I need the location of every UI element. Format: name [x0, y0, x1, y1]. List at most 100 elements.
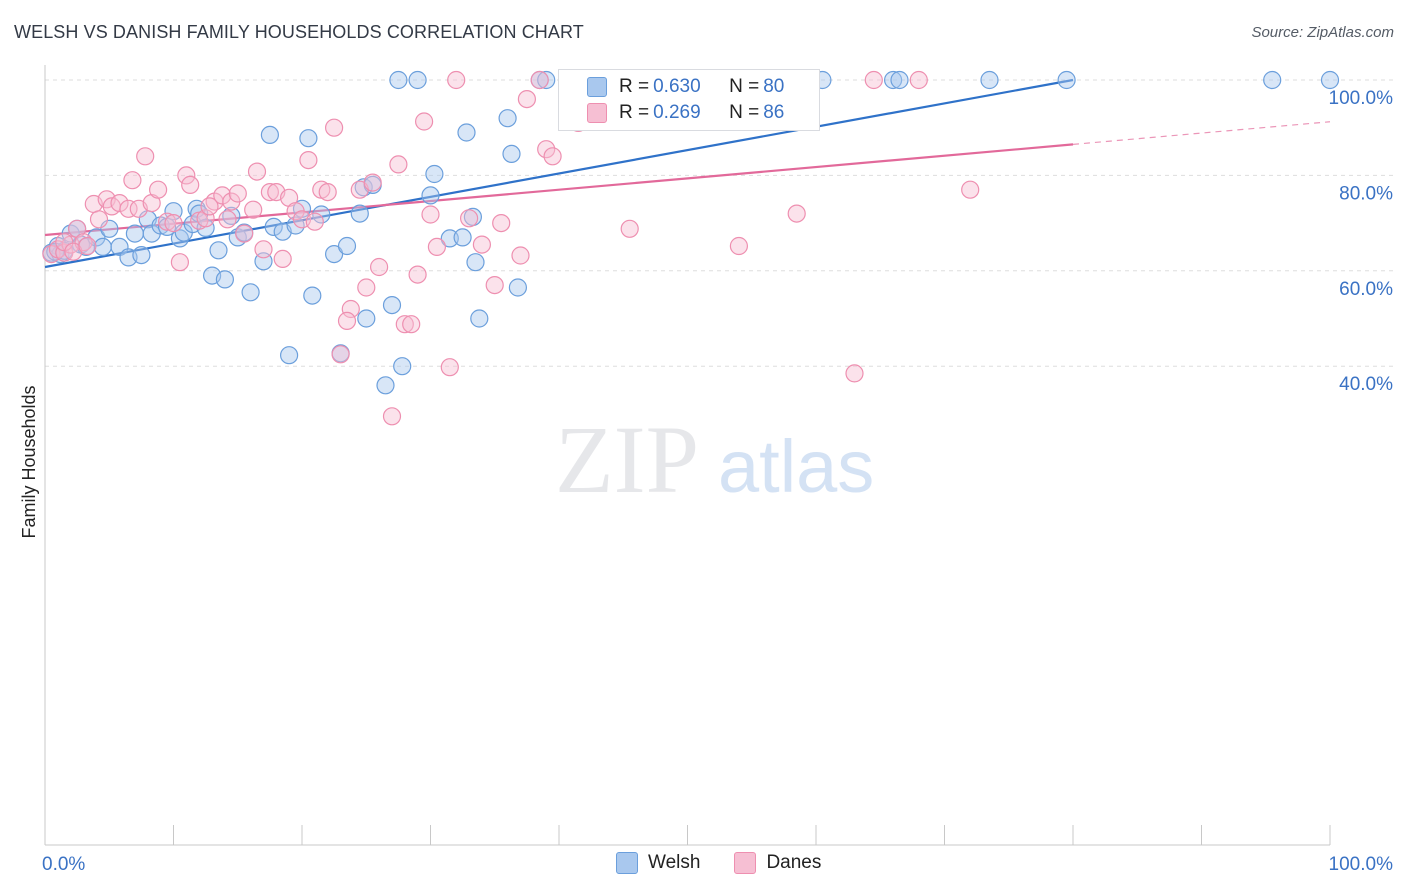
- point-welsh: [440, 229, 459, 248]
- point-welsh: [209, 241, 228, 260]
- point-danes: [543, 147, 562, 166]
- point-danes: [460, 209, 479, 228]
- legend-welsh-r-value: 0.630: [653, 76, 701, 97]
- point-welsh: [537, 70, 556, 90]
- point-welsh: [312, 205, 331, 224]
- legend-danes-r-label: R =: [619, 102, 650, 123]
- point-danes: [485, 276, 504, 295]
- point-danes: [273, 249, 292, 268]
- point-danes: [511, 246, 530, 265]
- point-welsh: [303, 286, 322, 305]
- point-welsh: [376, 376, 395, 395]
- legend-welsh-n-label: N =: [729, 76, 760, 97]
- point-welsh: [215, 270, 234, 289]
- point-danes: [331, 345, 350, 364]
- point-welsh: [421, 186, 440, 205]
- point-danes: [228, 184, 247, 203]
- point-danes: [299, 151, 318, 170]
- point-danes: [247, 162, 267, 181]
- point-welsh: [393, 357, 412, 376]
- point-welsh: [1320, 70, 1340, 90]
- watermark: ZIP atlas: [555, 406, 874, 513]
- point-danes: [427, 237, 446, 256]
- point-danes: [787, 204, 806, 223]
- point-danes: [110, 194, 129, 213]
- points-layer: [42, 70, 1340, 426]
- point-welsh: [93, 237, 112, 256]
- y-axis-label: Family Households: [19, 385, 39, 538]
- point-welsh: [196, 218, 215, 237]
- watermark-zip: ZIP: [555, 406, 699, 513]
- point-danes: [620, 219, 639, 238]
- point-danes: [472, 235, 491, 254]
- y-tick-label: 40.0%: [1339, 374, 1393, 395]
- point-welsh: [980, 70, 999, 90]
- point-danes: [395, 315, 414, 334]
- point-danes: [149, 180, 168, 199]
- point-danes: [864, 70, 883, 90]
- point-danes: [537, 140, 556, 159]
- point-danes: [213, 186, 232, 205]
- point-welsh: [502, 144, 521, 163]
- point-welsh: [425, 164, 444, 184]
- point-welsh: [337, 236, 357, 256]
- point-danes: [909, 70, 928, 90]
- point-danes: [341, 299, 360, 319]
- legend-swatch-danes: [587, 103, 607, 123]
- point-danes: [119, 199, 138, 218]
- point-welsh: [382, 296, 402, 315]
- point-danes: [123, 171, 142, 190]
- point-welsh: [125, 224, 144, 243]
- point-danes: [389, 155, 408, 174]
- legend-danes-r-value: 0.269: [653, 102, 701, 123]
- legend-row-welsh: R = 0.630 N = 80: [559, 74, 784, 100]
- axes-layer: 40.0% 60.0% 80.0% 100.0% 0.0% 100.0%: [42, 65, 1393, 875]
- x-tick-label-max: 100.0%: [1329, 854, 1394, 875]
- point-welsh: [110, 237, 129, 256]
- point-danes: [136, 147, 155, 166]
- point-welsh: [280, 346, 299, 365]
- legend-welsh-r-label: R =: [619, 76, 650, 97]
- point-danes: [181, 175, 200, 194]
- point-danes: [254, 240, 273, 259]
- bottom-legend-swatch-danes: [734, 852, 757, 874]
- point-danes: [177, 166, 196, 185]
- legend-swatch-welsh: [587, 77, 607, 97]
- trend-line-welsh: [44, 78, 1074, 269]
- point-welsh: [350, 204, 369, 223]
- y-tick-label: 100.0%: [1329, 88, 1394, 109]
- point-danes: [363, 173, 382, 192]
- point-welsh: [299, 129, 318, 148]
- bottom-legend-swatch-welsh: [616, 852, 638, 874]
- point-danes: [78, 236, 97, 256]
- trend-layer: [44, 78, 1331, 269]
- point-welsh: [466, 253, 485, 272]
- trend-line-danes: [44, 143, 1074, 237]
- point-danes: [158, 212, 177, 231]
- point-danes: [370, 257, 389, 277]
- point-danes: [260, 183, 279, 202]
- point-danes: [415, 112, 434, 131]
- point-danes: [421, 205, 440, 224]
- point-danes: [440, 358, 459, 377]
- point-danes: [530, 70, 549, 90]
- legend-welsh-n-value: 80: [763, 76, 785, 97]
- point-danes: [244, 200, 263, 219]
- point-danes: [517, 89, 537, 109]
- point-danes: [729, 236, 749, 256]
- point-welsh: [457, 123, 476, 142]
- watermark-atlas: atlas: [718, 425, 874, 508]
- point-welsh: [132, 246, 151, 265]
- legend-danes-n-value: 86: [763, 102, 785, 123]
- legend-row-danes: R = 0.269 N = 86: [559, 100, 784, 126]
- point-welsh: [498, 109, 517, 128]
- y-tick-label: 80.0%: [1339, 183, 1393, 204]
- source-credit: Source: ZipAtlas.com: [1251, 24, 1394, 41]
- point-welsh: [453, 228, 472, 247]
- point-danes: [961, 180, 980, 199]
- point-welsh: [508, 278, 528, 297]
- point-danes: [196, 209, 215, 228]
- y-tick-label: 60.0%: [1339, 279, 1393, 300]
- point-danes: [447, 70, 466, 90]
